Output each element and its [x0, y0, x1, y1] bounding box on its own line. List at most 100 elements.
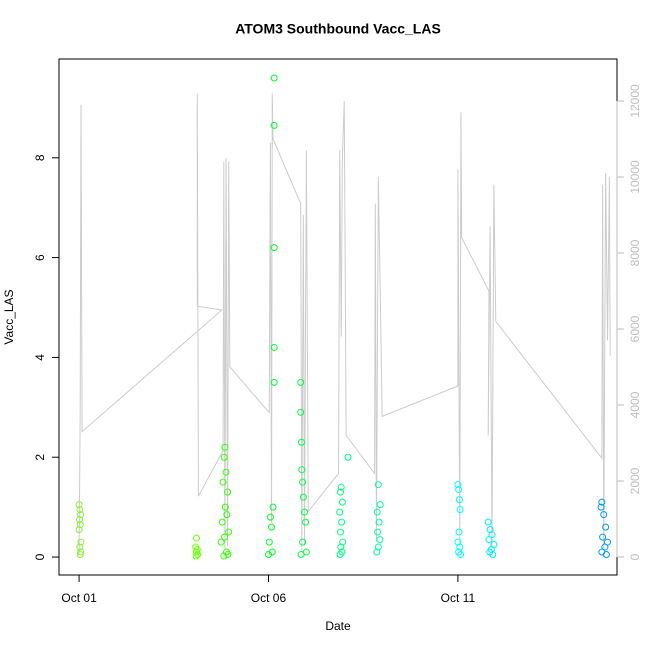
point: [302, 518, 310, 526]
point: [376, 501, 384, 509]
point: [599, 533, 607, 541]
point: [218, 518, 226, 526]
point: [337, 483, 345, 491]
point: [77, 548, 85, 556]
point: [338, 518, 346, 526]
point: [223, 511, 231, 519]
point: [75, 526, 83, 534]
point: [221, 443, 229, 451]
point: [454, 481, 462, 489]
point: [485, 536, 493, 544]
point: [597, 503, 605, 511]
y-tick-label: 4: [33, 354, 47, 361]
y-tick-label: 8: [33, 154, 47, 161]
point: [298, 466, 306, 474]
point: [336, 528, 344, 536]
point: [375, 518, 383, 526]
point: [270, 121, 278, 129]
point: [344, 453, 352, 461]
point: [77, 511, 85, 519]
point: [297, 408, 305, 416]
point: [373, 548, 381, 556]
point: [598, 498, 606, 506]
y-tick-label: 0: [33, 553, 47, 560]
point: [374, 481, 382, 489]
point: [270, 244, 278, 252]
y2-tick-label: 6000: [628, 315, 642, 342]
point: [457, 551, 465, 559]
point: [266, 513, 274, 521]
point: [224, 488, 232, 496]
point: [374, 543, 382, 551]
point: [76, 521, 84, 529]
point: [220, 552, 228, 560]
point: [299, 493, 307, 501]
y2-tick-label: 12000: [628, 84, 642, 118]
point: [456, 543, 464, 551]
point: [297, 551, 305, 559]
point: [76, 543, 84, 551]
point: [299, 538, 307, 546]
y2-tick-label: 0: [628, 553, 642, 560]
point: [374, 528, 382, 536]
point: [336, 551, 344, 559]
point: [455, 528, 463, 536]
point: [336, 508, 344, 516]
point: [77, 538, 85, 546]
point: [299, 478, 307, 486]
point: [75, 501, 83, 509]
point: [224, 551, 232, 559]
point: [373, 508, 381, 516]
y2-tick-label: 10000: [628, 160, 642, 194]
point: [222, 468, 230, 476]
point: [297, 378, 305, 386]
point: [265, 538, 273, 546]
point: [268, 523, 276, 531]
x-tick-label: Oct 06: [251, 591, 287, 605]
point: [217, 538, 225, 546]
point: [489, 551, 497, 559]
point: [376, 536, 384, 544]
chart-title: ATOM3 Southbound Vacc_LAS: [235, 21, 441, 37]
point: [220, 453, 228, 461]
point: [221, 503, 229, 511]
x-axis-label: Date: [325, 619, 351, 633]
point: [193, 534, 201, 542]
y-tick-label: 6: [33, 254, 47, 261]
y-tick-label: 2: [33, 454, 47, 461]
point: [270, 378, 278, 386]
point: [270, 74, 278, 82]
point: [456, 506, 464, 514]
y2-tick-label: 4000: [628, 391, 642, 418]
point: [300, 508, 308, 516]
point: [455, 486, 463, 494]
point: [601, 543, 609, 551]
point: [76, 551, 84, 559]
plot-box: [58, 58, 618, 576]
point: [455, 496, 463, 504]
point: [76, 506, 84, 514]
x-tick-label: Oct 11: [441, 591, 476, 605]
point: [602, 523, 610, 531]
point: [221, 533, 229, 541]
y2-tick-label: 8000: [628, 239, 642, 266]
point: [600, 511, 608, 519]
y2-tick-label: 2000: [628, 467, 642, 494]
y-axis-label: Vacc_LAS: [2, 289, 16, 344]
point: [264, 551, 272, 559]
point: [192, 552, 200, 560]
point: [225, 528, 233, 536]
point: [297, 438, 305, 446]
point: [75, 516, 83, 524]
point: [194, 551, 202, 559]
point: [270, 343, 278, 351]
point: [484, 518, 492, 526]
point: [338, 498, 346, 506]
point: [219, 478, 227, 486]
point: [269, 503, 277, 511]
point: [602, 551, 610, 559]
line: [78, 93, 611, 556]
point: [488, 531, 496, 539]
x-tick-label: Oct 01: [61, 591, 97, 605]
